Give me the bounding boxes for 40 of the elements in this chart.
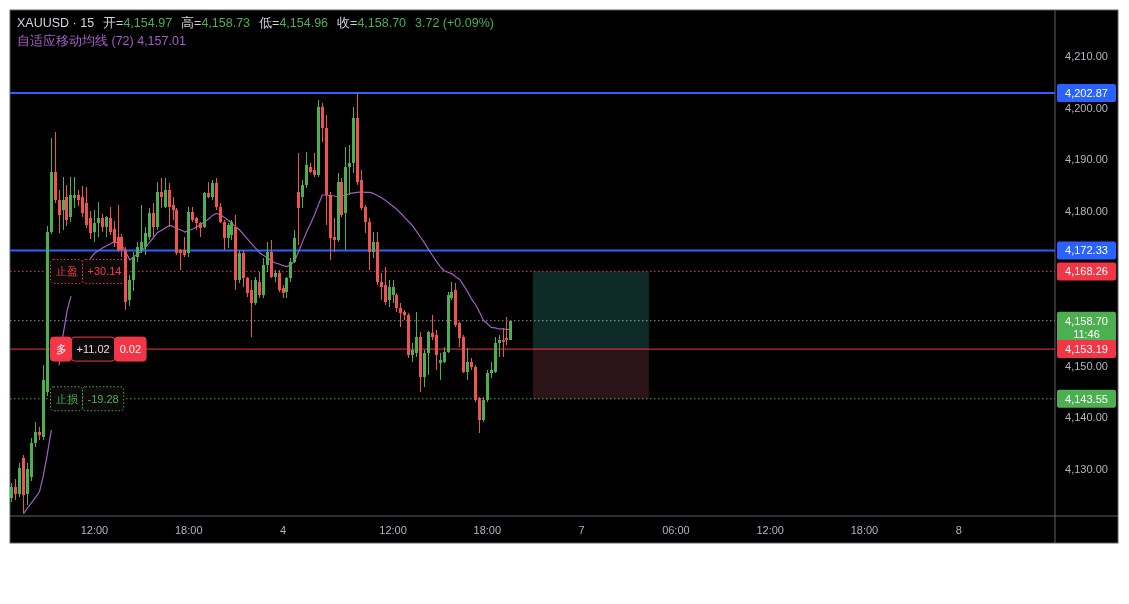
ref-line-label: 4,202.87	[1065, 87, 1108, 100]
x-tick-label: 7	[578, 523, 585, 536]
y-tick-label: 4,190.00	[1065, 153, 1108, 166]
candlestick	[97, 201, 100, 237]
annotation: 3.72 (+0.09%)	[415, 16, 494, 30]
x-tick-label: 12:00	[80, 523, 109, 536]
ref-line-label: 4,143.55	[1065, 392, 1108, 405]
annotation: 低=4,154.96	[259, 16, 329, 30]
annotation: 0.02	[119, 343, 142, 356]
x-tick-label: 4	[279, 523, 287, 536]
annotation: 多	[55, 343, 67, 356]
x-tick-label: 12:00	[379, 523, 407, 536]
y-tick-label: 4,200.00	[1065, 101, 1108, 114]
annotation: 止盈	[55, 265, 78, 278]
ref-line-label: 4,168.26	[1065, 265, 1108, 278]
annotation: 收=4,158.70	[337, 16, 407, 30]
y-tick-label: 4,150.00	[1065, 359, 1108, 372]
text: XAUUSD · 15	[17, 16, 95, 30]
x-tick-label: 06:00	[662, 523, 690, 536]
annotation: 开=4,154.97	[103, 16, 173, 30]
annotation: 高=4,158.73	[181, 15, 251, 30]
annotation: -19.28	[87, 392, 119, 405]
y-tick-label: 4,210.00	[1065, 50, 1108, 63]
x-tick-label: 18:00	[174, 523, 203, 536]
x-tick-label: 12:00	[756, 523, 784, 536]
y-tick-label: 4,140.00	[1065, 411, 1108, 424]
annotation: +11.02	[76, 343, 110, 356]
ref-line-label: 4,153.19	[1065, 343, 1108, 356]
candlestick	[498, 335, 501, 357]
y-tick-label: 4,180.00	[1065, 204, 1108, 217]
annotation: 止损	[55, 392, 78, 405]
x-tick-label: 18:00	[850, 523, 879, 536]
text: 自适应移动均线 (72) 4,157.01	[17, 33, 186, 48]
annotation: +30.14	[87, 265, 122, 278]
ref-line-label: 4,172.33	[1065, 244, 1108, 257]
x-tick-label: 18:00	[473, 523, 502, 536]
x-tick-label: 8	[955, 523, 962, 536]
y-tick-label: 4,130.00	[1065, 462, 1108, 475]
candlestick	[348, 145, 351, 195]
ref-line-label: 4,158.70 11:46	[1065, 314, 1108, 340]
